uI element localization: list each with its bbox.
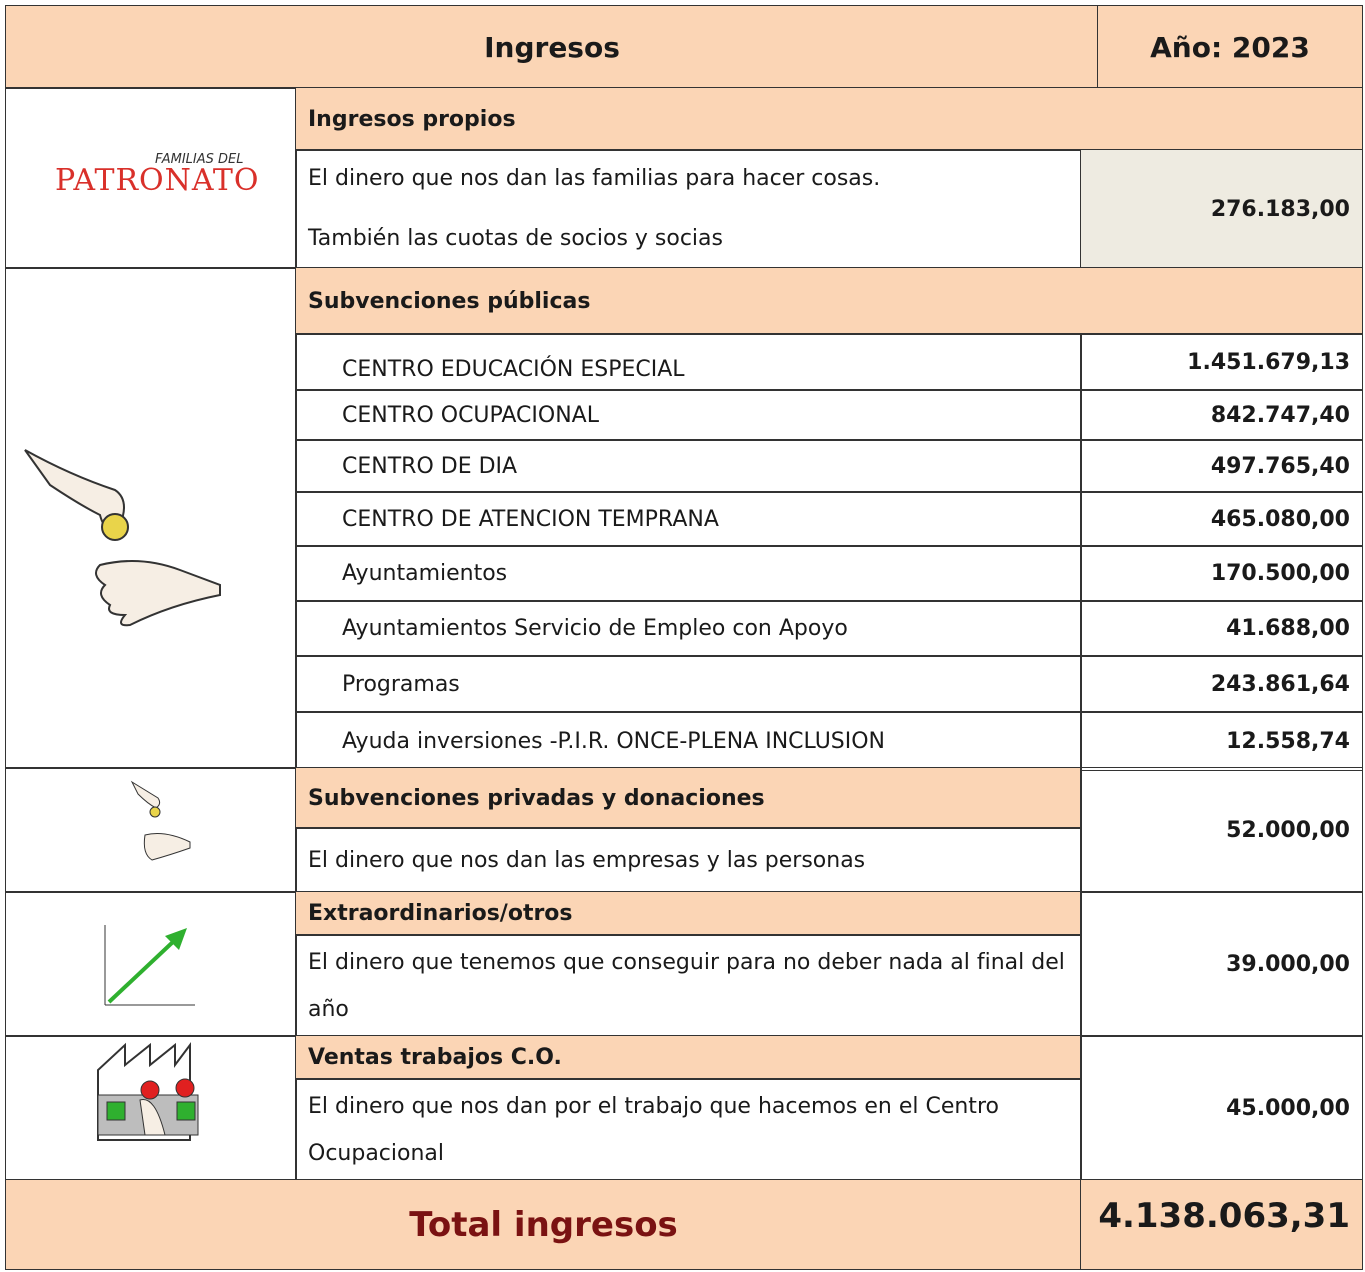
hands-icon bbox=[24, 449, 221, 627]
logo-small: FAMILIAS DEL bbox=[155, 152, 244, 167]
amount: 39.000,00 bbox=[1080, 891, 1363, 1037]
item-amount: 243.861,64 bbox=[1080, 655, 1363, 713]
icon-cell bbox=[5, 87, 297, 269]
item-label: Programas bbox=[295, 655, 1082, 713]
description-line: También las cuotas de socios y socias bbox=[308, 226, 723, 251]
section-heading: Subvenciones privadas y donaciones bbox=[295, 767, 1082, 829]
item-label: Ayuntamientos bbox=[295, 545, 1082, 602]
total-amount: 4.138.063,31 bbox=[1080, 1179, 1363, 1270]
item-label: CENTRO DE DIA bbox=[295, 439, 1082, 493]
logo-text: PATRONATO bbox=[55, 163, 260, 198]
description: El dinero que nos dan por el trabajo que… bbox=[295, 1078, 1082, 1181]
header-title: Ingresos bbox=[5, 5, 1099, 89]
total-label: Total ingresos bbox=[5, 1179, 1082, 1270]
logo-main: PATRONATO bbox=[55, 163, 260, 198]
item-label: CENTRO OCUPACIONAL bbox=[295, 389, 1082, 441]
amount: 45.000,00 bbox=[1080, 1035, 1363, 1181]
item-amount: 1.451.679,13 bbox=[1080, 333, 1363, 391]
icon-cell bbox=[5, 767, 297, 893]
section-heading: Subvenciones públicas bbox=[295, 267, 1363, 335]
section-heading: Ventas trabajos C.O. bbox=[295, 1035, 1082, 1080]
item-amount: 170.500,00 bbox=[1080, 545, 1363, 602]
description-cell: El dinero que nos dan las familias para … bbox=[295, 149, 1082, 269]
item-amount: 41.688,00 bbox=[1080, 600, 1363, 657]
amount: 276.183,00 bbox=[1080, 149, 1363, 269]
item-label: CENTRO DE ATENCION TEMPRANA bbox=[295, 491, 1082, 547]
section-heading: Ingresos propios bbox=[295, 87, 1363, 151]
item-amount: 465.080,00 bbox=[1080, 491, 1363, 547]
item-amount: 842.747,40 bbox=[1080, 389, 1363, 441]
item-label: Ayuda inversiones -P.I.R. ONCE-PLENA INC… bbox=[295, 711, 1082, 771]
factory-icon bbox=[97, 1042, 199, 1141]
hands-icon-small bbox=[130, 780, 191, 861]
description-line: El dinero que nos dan las familias para … bbox=[308, 166, 881, 191]
description: El dinero que nos dan las empresas y las… bbox=[295, 827, 1082, 893]
amount: 52.000,00 bbox=[1080, 767, 1363, 893]
header-year: Año: 2023 bbox=[1097, 5, 1363, 89]
section-heading: Extraordinarios/otros bbox=[295, 891, 1082, 936]
item-label: Ayuntamientos Servicio de Empleo con Apo… bbox=[295, 600, 1082, 657]
growth-icon bbox=[104, 925, 195, 1006]
icon-cell bbox=[5, 267, 297, 769]
item-label: CENTRO EDUCACIÓN ESPECIAL bbox=[295, 333, 1082, 391]
icon-cell bbox=[5, 891, 297, 1037]
item-amount: 12.558,74 bbox=[1080, 711, 1363, 771]
item-amount: 497.765,40 bbox=[1080, 439, 1363, 493]
description: El dinero que tenemos que conseguir para… bbox=[295, 934, 1082, 1037]
